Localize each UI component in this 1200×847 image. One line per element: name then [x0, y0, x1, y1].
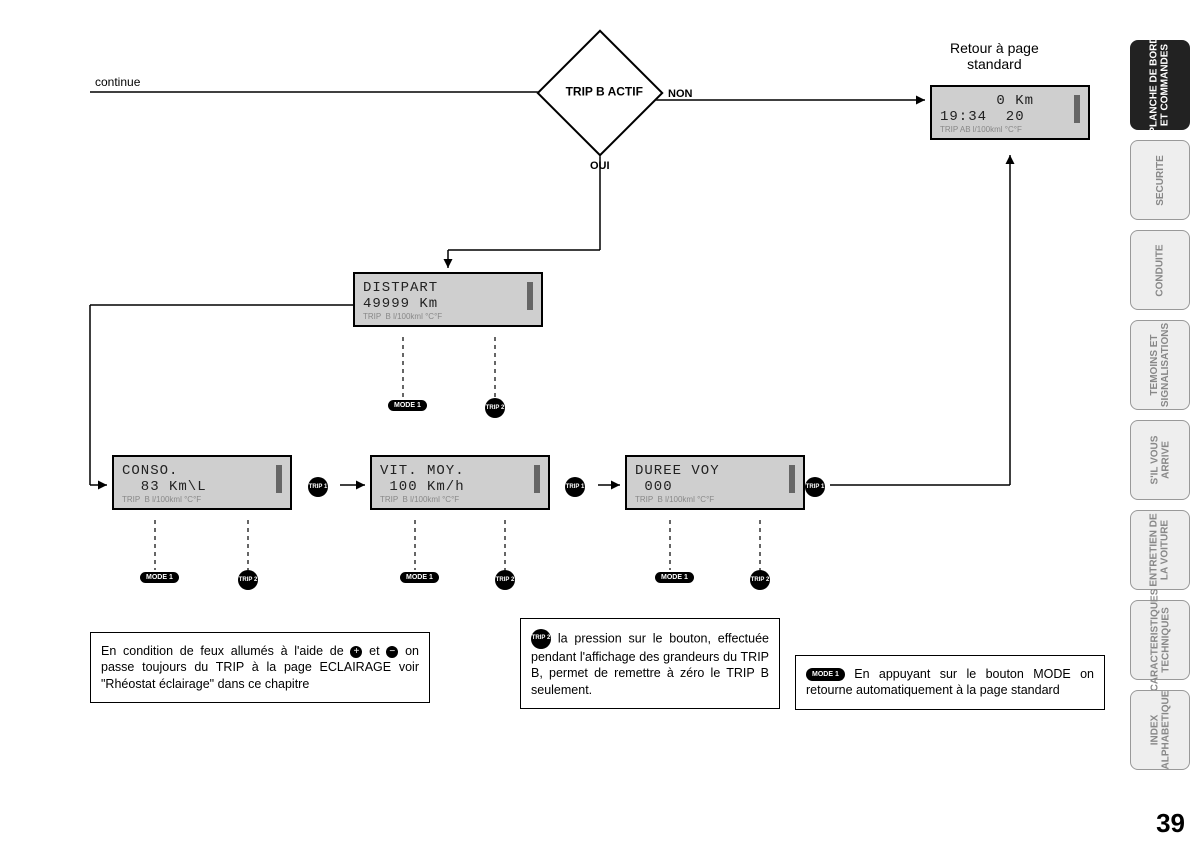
text: et [369, 644, 386, 658]
lcd-sub: TRIP B l/100kml °C°F [380, 495, 540, 504]
lcd-line1: CONSO. [122, 463, 282, 479]
text: En appuyant sur le bouton MODE on retour… [806, 667, 1094, 697]
text: En condition de feux allumés à l'aide de [101, 644, 350, 658]
badge-mode1: MODE 1 [140, 572, 179, 583]
side-tab[interactable]: SECURITE [1130, 140, 1190, 220]
lcd-duree: DUREE VOY 000 TRIP B l/100kml °C°F [625, 455, 805, 510]
lcd-line1: DUREE VOY [635, 463, 795, 479]
continue-label: continue [95, 75, 140, 89]
side-tab-label: TEMOINS ET SIGNALISATIONS [1149, 323, 1171, 407]
lcd-line2: 83 Km\L [122, 479, 282, 495]
lcd-line1: 0 Km [940, 93, 1080, 109]
textbox-right: MODE 1 En appuyant sur le bouton MODE on… [795, 655, 1105, 710]
lcd-conso: CONSO. 83 Km\L TRIP B l/100kml °C°F [112, 455, 292, 510]
text: la pression sur le bouton, effectuée pen… [531, 631, 769, 696]
lcd-distpart: DISTPART 49999 Km TRIP B l/100kml °C°F [353, 272, 543, 327]
side-tab[interactable]: ENTRETIEN DE LA VOITURE [1130, 510, 1190, 590]
page-number: 39 [1156, 808, 1185, 839]
badge-trip2: TRIP 2 [238, 570, 258, 590]
badge-mode1: MODE 1 [400, 572, 439, 583]
badge-trip1: TRIP 1 [308, 477, 328, 497]
lcd-line2: 19:34 20 [940, 109, 1080, 125]
side-tab-label: SECURITE [1155, 155, 1166, 206]
lcd-line2: 000 [635, 479, 795, 495]
badge-trip1: TRIP 1 [565, 477, 585, 497]
side-tab-label: PLANCHE DE BORD ET COMMANDES [1149, 36, 1171, 133]
badge-trip1: TRIP 1 [805, 477, 825, 497]
badge-trip2: TRIP 2 [485, 398, 505, 418]
decision-no: NON [668, 88, 692, 100]
lcd-sub: TRIP B l/100kml °C°F [122, 495, 282, 504]
side-tab-label: ENTRETIEN DE LA VOITURE [1149, 513, 1171, 586]
lcd-vitmoy: VIT. MOY. 100 Km/h TRIP B l/100kml °C°F [370, 455, 550, 510]
lcd-sub: TRIP B l/100kml °C°F [363, 312, 533, 321]
textbox-left: En condition de feux allumés à l'aide de… [90, 632, 430, 703]
lcd-line1: VIT. MOY. [380, 463, 540, 479]
side-tab-label: CONDUITE [1154, 244, 1165, 296]
badge-mode1: MODE 1 [806, 668, 845, 681]
side-tab[interactable]: INDEX ALPHABETIQUE [1130, 690, 1190, 770]
badge-mode1: MODE 1 [655, 572, 694, 583]
side-tab-label: CARACTERISTIQUES TECHNIQUES [1149, 589, 1171, 692]
side-tab-label: INDEX ALPHABETIQUE [1149, 691, 1171, 770]
side-tab[interactable]: CONDUITE [1130, 230, 1190, 310]
side-tab[interactable]: TEMOINS ET SIGNALISATIONS [1130, 320, 1190, 410]
lcd-sub: TRIP B l/100kml °C°F [635, 495, 795, 504]
side-tab[interactable]: CARACTERISTIQUES TECHNIQUES [1130, 600, 1190, 680]
badge-mode1: MODE 1 [388, 400, 427, 411]
decision-yes: OUI [590, 160, 610, 172]
decision-text: TRIP B ACTIF [554, 85, 654, 99]
side-tab[interactable]: S'IL VOUS ARRIVE [1130, 420, 1190, 500]
lcd-sub: TRIP AB l/100kml °C°F [940, 125, 1080, 134]
badge-trip2: TRIP 2 [531, 629, 551, 649]
plus-icon: + [350, 646, 362, 658]
textbox-middle: TRIP 2 la pression sur le bouton, effect… [520, 618, 780, 709]
side-tab[interactable]: PLANCHE DE BORD ET COMMANDES [1130, 40, 1190, 130]
badge-trip2: TRIP 2 [750, 570, 770, 590]
diagram-canvas: continue Retour à page standard TRIP B A… [0, 0, 1200, 847]
return-label: Retour à page standard [950, 40, 1039, 72]
lcd-line1: DISTPART [363, 280, 533, 296]
minus-icon: − [386, 646, 398, 658]
lcd-line2: 49999 Km [363, 296, 533, 312]
badge-trip2: TRIP 2 [495, 570, 515, 590]
lcd-standard: 0 Km 19:34 20 TRIP AB l/100kml °C°F [930, 85, 1090, 140]
side-tab-label: S'IL VOUS ARRIVE [1149, 436, 1171, 485]
lcd-line2: 100 Km/h [380, 479, 540, 495]
